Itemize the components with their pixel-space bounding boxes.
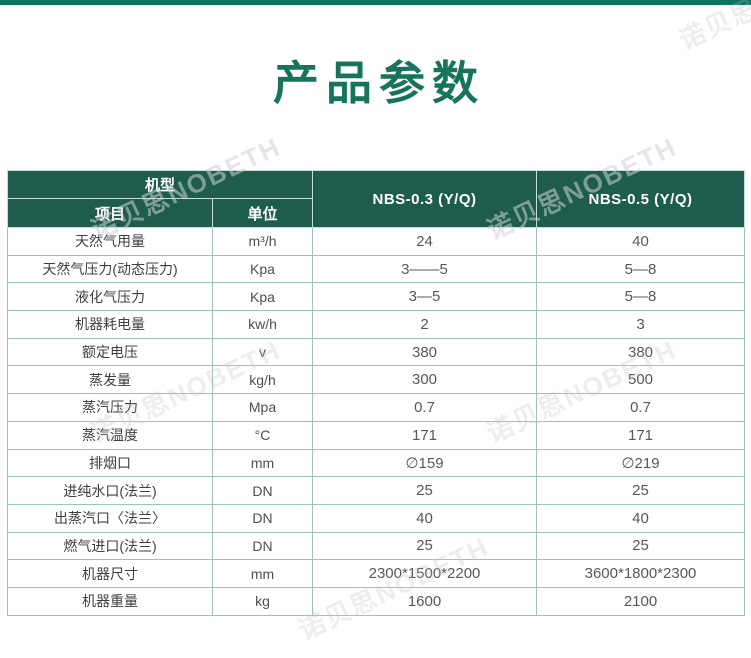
item-header-cell: 项目 — [7, 198, 213, 228]
page-title: 产品参数 — [273, 57, 485, 109]
spec-value-model1: 40 — [312, 503, 538, 533]
table-row: 机器尺寸 mm 2300*1500*2200 3600*1800*2300 — [7, 559, 746, 588]
spec-unit: DN — [211, 476, 314, 505]
spec-value-model2: 5—8 — [536, 282, 746, 312]
header-row-item-unit: 项目 单位 — [7, 198, 745, 228]
spec-item-label: 进纯水口(法兰) — [7, 476, 213, 505]
spec-value-model1: 2300*1500*2200 — [312, 559, 538, 588]
spec-item-label: 蒸汽温度 — [7, 420, 213, 450]
spec-value-model1: 0.7 — [312, 393, 538, 422]
table-row: 蒸汽温度 °C 171 171 — [7, 420, 746, 450]
table-row: 燃气进口(法兰) DN 25 25 — [7, 531, 746, 561]
spec-item-label: 机器重量 — [7, 586, 213, 616]
spec-unit: kg — [211, 586, 314, 616]
table-row: 出蒸汽口〈法兰〉 DN 40 40 — [7, 503, 746, 533]
spec-value-model2: 25 — [536, 531, 746, 561]
spec-table-header: 机型 NBS-0.3 (Y/Q) NBS-0.5 (Y/Q) 项目 单位 — [6, 170, 746, 228]
spec-unit: Mpa — [211, 393, 314, 422]
table-row: 进纯水口(法兰) DN 25 25 — [7, 476, 746, 505]
spec-unit: v — [211, 337, 314, 367]
table-row: 额定电压 v 380 380 — [7, 337, 746, 367]
spec-unit: mm — [211, 448, 314, 478]
spec-value-model2: 3 — [536, 310, 746, 339]
spec-unit: DN — [211, 503, 314, 533]
spec-value-model1: 300 — [312, 365, 538, 395]
spec-item-label: 燃气进口(法兰) — [7, 531, 213, 561]
spec-unit: Kpa — [211, 282, 314, 312]
table-row: 液化气压力 Kpa 3—5 5—8 — [7, 282, 746, 312]
spec-unit: kw/h — [211, 310, 314, 339]
product-spec-table: 机型 NBS-0.3 (Y/Q) NBS-0.5 (Y/Q) 项目 单位 天然气… — [6, 170, 746, 616]
spec-item-label: 天然气压力(动态压力) — [7, 254, 213, 284]
unit-header-cell: 单位 — [211, 198, 314, 228]
table-row: 排烟口 mm ∅159 ∅219 — [7, 448, 746, 478]
spec-value-model2: 0.7 — [536, 393, 746, 422]
table-row: 天然气压力(动态压力) Kpa 3——5 5—8 — [7, 254, 746, 284]
brand-watermark: 诺贝思NOBETH — [672, 0, 751, 57]
top-accent-bar — [0, 0, 751, 5]
spec-unit: °C — [211, 420, 314, 450]
spec-value-model1: 25 — [312, 476, 538, 505]
spec-item-label: 机器尺寸 — [7, 559, 213, 588]
spec-item-label: 天然气用量 — [7, 227, 213, 256]
spec-value-model2: 3600*1800*2300 — [536, 559, 746, 588]
spec-value-model2: 5—8 — [536, 254, 746, 284]
spec-value-model2: 40 — [536, 227, 746, 256]
model-header-nbs-03: NBS-0.3 (Y/Q) — [312, 170, 538, 228]
table-row: 机器耗电量 kw/h 2 3 — [7, 310, 746, 339]
spec-value-model1: 3——5 — [312, 254, 538, 284]
table-row: 蒸汽压力 Mpa 0.7 0.7 — [7, 393, 746, 422]
spec-unit: Kpa — [211, 254, 314, 284]
spec-table-body: 天然气用量 m³/h 24 40 天然气压力(动态压力) Kpa 3——5 5—… — [7, 227, 746, 616]
spec-unit: DN — [211, 531, 314, 561]
spec-unit: kg/h — [211, 365, 314, 395]
spec-unit: mm — [211, 559, 314, 588]
spec-value-model2: 40 — [536, 503, 746, 533]
spec-value-model2: 25 — [536, 476, 746, 505]
table-row: 机器重量 kg 1600 2100 — [7, 586, 746, 616]
machine-type-header-cell: 机型 — [6, 170, 314, 199]
table-row: 天然气用量 m³/h 24 40 — [7, 227, 746, 256]
spec-value-model1: 380 — [312, 337, 538, 367]
spec-item-label: 排烟口 — [7, 448, 213, 478]
spec-value-model2: 171 — [536, 420, 746, 450]
spec-item-label: 蒸汽压力 — [7, 393, 213, 422]
spec-value-model1: 1600 — [312, 586, 538, 616]
spec-item-label: 液化气压力 — [7, 282, 213, 312]
spec-value-model2: ∅219 — [536, 448, 746, 478]
spec-value-model2: 500 — [536, 365, 746, 395]
spec-value-model1: 2 — [312, 310, 538, 339]
spec-item-label: 出蒸汽口〈法兰〉 — [7, 503, 213, 533]
spec-value-model1: 3—5 — [312, 282, 538, 312]
model-header-nbs-05: NBS-0.5 (Y/Q) — [536, 170, 746, 228]
table-row: 蒸发量 kg/h 300 500 — [7, 365, 746, 395]
spec-item-label: 蒸发量 — [7, 365, 213, 395]
spec-item-label: 额定电压 — [7, 337, 213, 367]
header-row-machine-type: 机型 NBS-0.3 (Y/Q) NBS-0.5 (Y/Q) — [6, 170, 746, 228]
spec-item-label: 机器耗电量 — [7, 310, 213, 339]
spec-value-model2: 2100 — [536, 586, 746, 616]
spec-value-model1: 25 — [312, 531, 538, 561]
spec-value-model1: ∅159 — [312, 448, 538, 478]
spec-value-model1: 171 — [312, 420, 538, 450]
spec-value-model2: 380 — [536, 337, 746, 367]
spec-value-model1: 24 — [312, 227, 538, 256]
spec-unit: m³/h — [211, 227, 314, 256]
